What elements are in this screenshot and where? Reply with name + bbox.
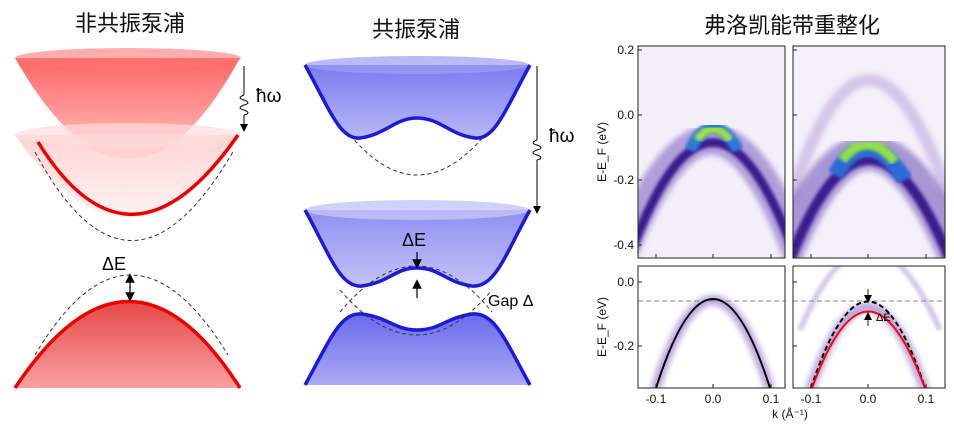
y-tick: -0.4 [613, 238, 634, 252]
conduction-band [15, 135, 240, 218]
y-tick: 0.0 [617, 275, 634, 289]
photon-wave-icon [532, 139, 542, 161]
x-tick: 0.0 [705, 392, 722, 406]
arpes-bottom-left [638, 266, 785, 388]
gap-annotation: Gap Δ [488, 293, 534, 310]
floquet-title: 弗洛凯能带重整化 [703, 14, 881, 39]
x-tick: 0.1 [918, 392, 935, 406]
y-tick: -0.2 [613, 339, 634, 353]
nonresonant-diagram [13, 48, 249, 389]
x-axis-label: k (Å⁻¹) [772, 406, 808, 421]
nonresonant-gap-label: ΔE [102, 254, 126, 274]
x-tick: -0.1 [646, 392, 667, 406]
y-tick: -0.2 [613, 173, 634, 187]
resonant-title: 共振泵浦 [371, 18, 461, 43]
y-axis-label-top: E-E_F (eV) [595, 122, 609, 182]
y-axis-label-bottom: E-E_F (eV) [595, 297, 609, 357]
resonant-diagram [303, 56, 542, 386]
arpes-top-left [638, 46, 785, 258]
nonresonant-photon-label: ħω [256, 86, 282, 107]
shift-label: ΔE [876, 312, 891, 324]
ticks [638, 49, 927, 388]
resonant-photon-label: ħω [549, 126, 575, 147]
plot-frames [637, 45, 946, 389]
x-tick: 0.0 [860, 392, 877, 406]
resonant-gap-label: ΔE [402, 230, 426, 250]
arpes-bottom-right [793, 266, 945, 388]
y-tick: 0.2 [617, 43, 634, 57]
x-tick: 0.1 [763, 392, 780, 406]
x-tick: -0.1 [801, 392, 822, 406]
photon-wave-icon [239, 94, 249, 116]
arpes-top-right [793, 46, 945, 258]
y-tick: 0.0 [617, 108, 634, 122]
nonresonant-title: 非共振泵浦 [74, 12, 186, 37]
